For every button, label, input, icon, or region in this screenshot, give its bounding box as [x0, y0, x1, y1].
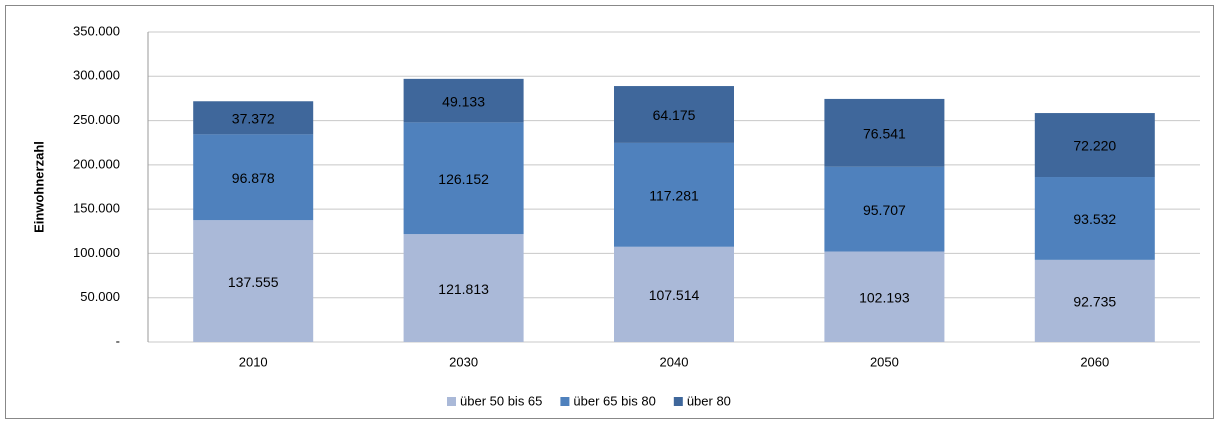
- bar-segment: [824, 166, 945, 252]
- bar-segment: [403, 234, 524, 342]
- x-tick-label: 2040: [660, 354, 689, 369]
- legend-swatch: [673, 397, 683, 406]
- data-label: 49.133: [442, 93, 485, 109]
- data-label: 117.281: [649, 188, 699, 204]
- bar-segment: [1034, 177, 1155, 260]
- bar-segment: [824, 98, 945, 167]
- bar-segment: [614, 246, 734, 342]
- y-tick-label: 250.000: [73, 112, 120, 127]
- bar-segment: [1034, 259, 1155, 342]
- legend-swatch: [447, 397, 456, 406]
- bar-segment: [193, 101, 314, 135]
- bar-segment: [193, 134, 314, 221]
- y-tick-label: 100.000: [73, 245, 120, 260]
- data-label: 76.541: [863, 126, 906, 142]
- y-tick-label: 150.000: [73, 201, 120, 216]
- data-label: 107.514: [649, 287, 700, 303]
- y-tick-label: 350.000: [73, 23, 120, 38]
- bar-segment: [614, 142, 734, 247]
- data-label: 121.813: [438, 281, 489, 297]
- x-tick-label: 2050: [870, 354, 899, 369]
- y-tick-label: 50.000: [80, 289, 120, 304]
- x-tick-label: 2030: [449, 354, 478, 369]
- data-label: 137.555: [228, 274, 279, 290]
- chart-frame: [5, 5, 1214, 419]
- legend-label: über 65 bis 80: [573, 393, 655, 408]
- data-label: 37.372: [232, 111, 275, 127]
- y-tick-label: 200.000: [73, 156, 120, 171]
- data-label: 126.152: [438, 171, 489, 187]
- data-label: 92.735: [1073, 294, 1116, 310]
- legend-label: über 50 bis 65: [460, 393, 542, 408]
- legend-swatch: [560, 397, 570, 406]
- bar-segment: [1034, 113, 1155, 178]
- x-tick-label: 2010: [239, 354, 268, 369]
- y-axis-title: Einwohnerzahl: [31, 141, 46, 233]
- data-label: 93.532: [1073, 211, 1116, 227]
- data-label: 72.220: [1073, 138, 1116, 154]
- bar-segment: [403, 122, 524, 235]
- data-label: 64.175: [653, 107, 696, 123]
- legend-label: über 80: [687, 393, 731, 408]
- bar-segment: [614, 86, 734, 143]
- data-label: 96.878: [232, 170, 275, 186]
- y-tick-label: -: [116, 333, 120, 348]
- data-label: 102.193: [859, 289, 910, 305]
- bar-segment: [824, 251, 945, 342]
- x-tick-label: 2060: [1080, 354, 1109, 369]
- data-label: 95.707: [863, 202, 906, 218]
- bar-segment: [403, 78, 524, 123]
- y-tick-label: 300.000: [73, 68, 120, 83]
- bar-segment: [193, 220, 314, 342]
